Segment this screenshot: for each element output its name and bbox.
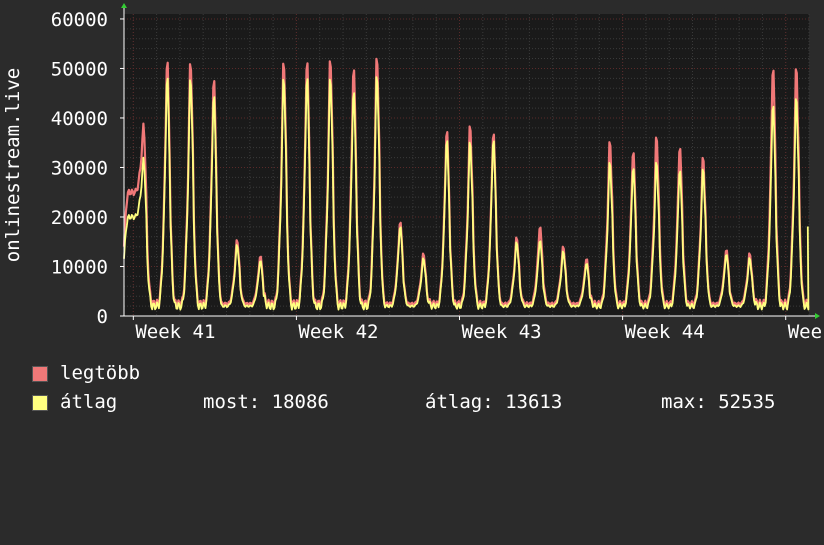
x-tick-label: Week 41 [135,321,215,343]
y-axis-label: onlinestream.live [2,68,24,262]
axes [121,3,820,319]
y-tick-label: 40000 [51,108,108,130]
x-tick-label: Week 42 [298,321,378,343]
legend-item-max: legtöbb [32,362,140,384]
series-line-avg [123,76,810,311]
x-tick-label: Week 43 [462,321,542,343]
stat-max: max: 52535 [661,391,776,413]
legend-item-avg: átlag most: 18086 átlag: 13613 max: 5253… [32,391,822,413]
plot-background [124,14,809,316]
series-group [122,57,810,311]
y-tick-label: 20000 [51,207,108,229]
y-tick-label: 50000 [51,58,108,80]
legend-label-max: legtöbb [60,362,141,384]
x-tick-label: Week 44 [625,321,705,343]
legend: legtöbb átlag most: 18086 átlag: 13613 m… [32,362,822,422]
stat-avg: átlag: 13613 [425,391,563,413]
y-tick-label: 60000 [51,9,108,31]
y-ticks: 0 10000 20000 30000 40000 50000 60000 [51,9,124,328]
y-axis-arrow [121,3,127,8]
y-tick-label: 30000 [51,157,108,179]
stat-now: most: 18086 [203,391,329,413]
legend-label-avg: átlag [60,391,118,413]
legend-swatch-max [32,366,48,382]
y-tick-label: 10000 [51,256,108,278]
legend-swatch-avg [32,395,48,411]
x-tick-label: Week 4 [788,321,824,343]
y-tick-label: 0 [97,306,108,328]
x-ticks: Week 41 Week 42 Week 43 Week 44 Week 4 [132,316,824,343]
x-axis-arrow [815,313,820,319]
